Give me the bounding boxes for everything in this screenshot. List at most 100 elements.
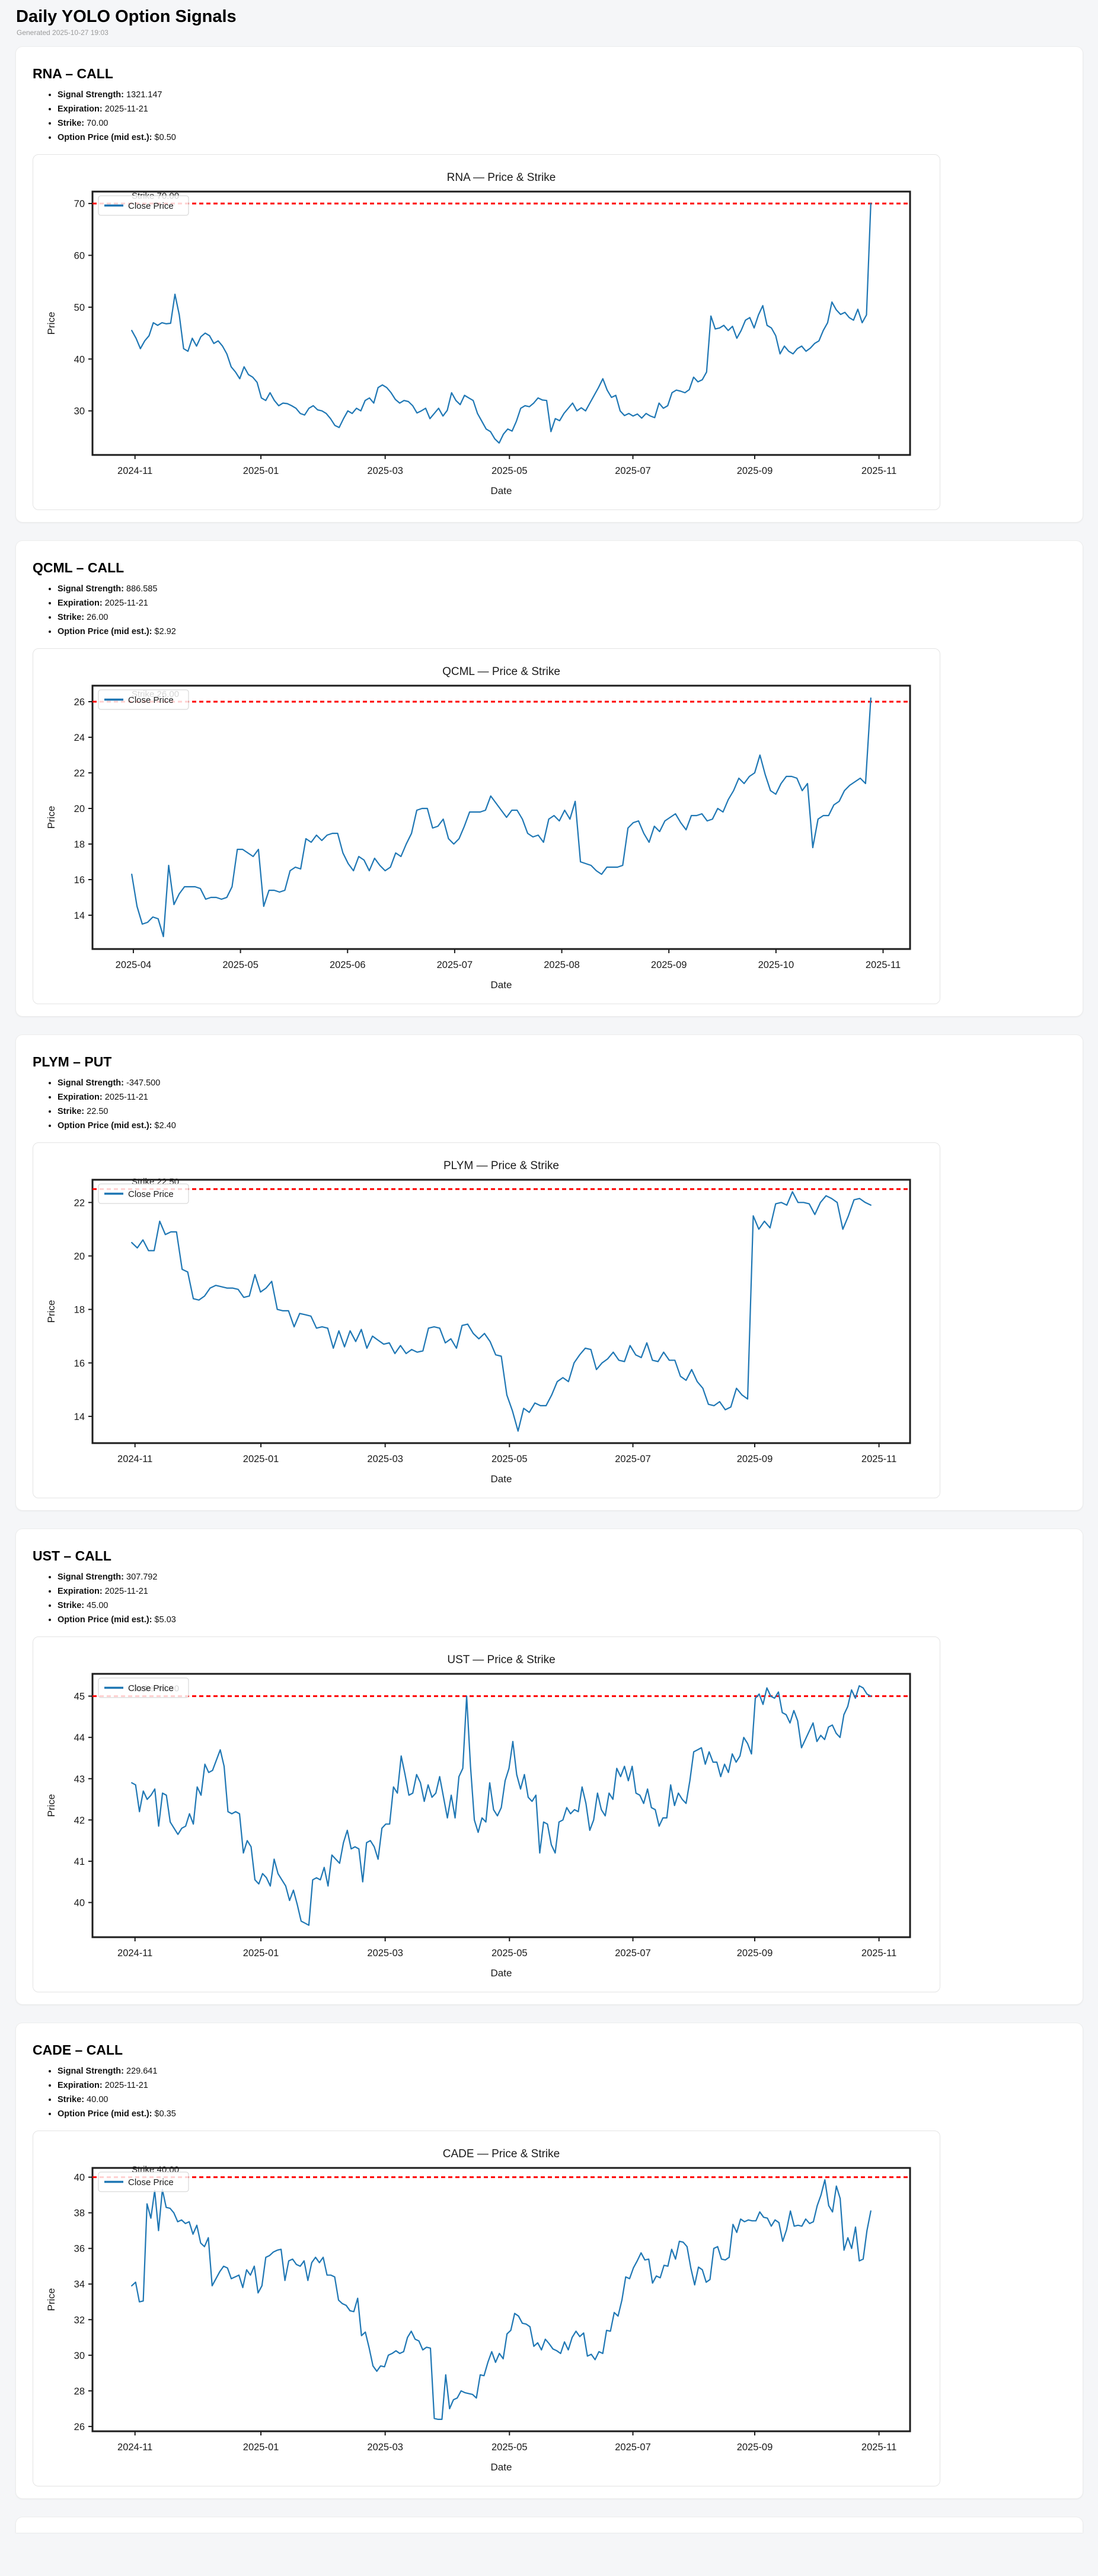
legend-box xyxy=(98,1677,189,1698)
plot-border xyxy=(91,190,911,456)
y-tick-label: 34 xyxy=(74,2279,85,2290)
y-axis-label: Price xyxy=(46,1300,57,1323)
signal-heading: RNA – CALL xyxy=(33,66,113,81)
fact-label-option-price: Option Price (mid est.): xyxy=(58,133,152,142)
page-title: Daily YOLO Option Signals xyxy=(16,7,237,26)
fact-label-signal-strength: Signal Strength: xyxy=(58,1078,124,1088)
fact-expiration: Expiration: 2025-11-21 xyxy=(58,104,1066,114)
fact-value-signal-strength: 1321.147 xyxy=(126,90,162,100)
fact-strike: Strike: 70.00 xyxy=(58,119,1066,128)
fact-option-price: Option Price (mid est.): $2.92 xyxy=(58,627,1066,636)
y-tick-label: 20 xyxy=(74,804,85,814)
y-axis-label: Price xyxy=(46,2288,57,2311)
legend: Close Price xyxy=(98,1183,189,1204)
x-tick-label: 2024-11 xyxy=(117,1454,152,1464)
x-tick-label: 2025-01 xyxy=(243,1948,279,1959)
fact-expiration: Expiration: 2025-11-21 xyxy=(58,1587,1066,1596)
fact-label-option-price: Option Price (mid est.): xyxy=(58,2109,152,2119)
fact-strike: Strike: 22.50 xyxy=(58,1107,1066,1116)
fact-value-strike: 70.00 xyxy=(87,119,108,128)
fact-value-signal-strength: 886.585 xyxy=(126,584,158,594)
y-tick-label: 44 xyxy=(74,1733,85,1743)
fact-label-expiration: Expiration: xyxy=(58,598,103,608)
y-tick-label: 42 xyxy=(74,1815,85,1826)
legend-label: Close Price xyxy=(128,201,174,211)
y-tick-label: 22 xyxy=(74,1198,85,1208)
fact-signal-strength: Signal Strength: 886.585 xyxy=(58,584,1066,594)
signal-card: PLYM – PUT Signal Strength: -347.500 Exp… xyxy=(15,1034,1083,1511)
y-tick-label: 70 xyxy=(74,199,85,209)
y-tick-label: 26 xyxy=(74,697,85,708)
x-tick-label: 2025-07 xyxy=(615,1454,651,1464)
signal-facts: Signal Strength: -347.500 Expiration: 20… xyxy=(33,1078,1066,1131)
x-tick-label: 2025-11 xyxy=(861,2442,896,2453)
fact-value-expiration: 2025-11-21 xyxy=(104,1587,148,1596)
signal-card: QCML – CALL Signal Strength: 886.585 Exp… xyxy=(15,540,1083,1017)
x-tick-label: 2024-11 xyxy=(117,2442,152,2453)
fact-value-option-price: $5.03 xyxy=(154,1615,176,1625)
fact-label-signal-strength: Signal Strength: xyxy=(58,1572,124,1582)
x-tick-label: 2025-09 xyxy=(651,960,687,970)
fact-strike: Strike: 26.00 xyxy=(58,613,1066,622)
fact-value-strike: 40.00 xyxy=(87,2095,108,2104)
x-tick-label: 2025-08 xyxy=(544,960,580,970)
fact-value-strike: 22.50 xyxy=(87,1107,108,1116)
legend: Close Price xyxy=(98,689,189,710)
price-strike-chart: 40 41 42 43 44 45 2024-11 2025-01 2025-03 2025-05… xyxy=(46,1654,911,1979)
y-tick-label: 28 xyxy=(74,2386,85,2397)
legend-label: Close Price xyxy=(128,1683,174,1693)
x-tick-label: 2025-10 xyxy=(758,960,794,970)
x-axis-label: Date xyxy=(491,485,512,496)
price-strike-chart: 30 40 50 60 70 2024-11 2025-01 2025-03 2025-05 20… xyxy=(46,171,911,496)
x-tick-label: 2025-03 xyxy=(367,1948,403,1959)
fact-label-expiration: Expiration: xyxy=(58,1587,103,1596)
x-tick-label: 2025-09 xyxy=(737,2442,773,2453)
fact-value-expiration: 2025-11-21 xyxy=(104,2081,148,2090)
signal-facts: Signal Strength: 229.641 Expiration: 202… xyxy=(33,2066,1066,2119)
fact-value-expiration: 2025-11-21 xyxy=(104,104,148,114)
fact-signal-strength: Signal Strength: 307.792 xyxy=(58,1572,1066,1582)
fact-label-expiration: Expiration: xyxy=(58,104,103,114)
fact-option-price: Option Price (mid est.): $0.50 xyxy=(58,133,1066,142)
plot-border xyxy=(91,1673,911,1938)
signal-heading: UST – CALL xyxy=(33,1548,111,1564)
fact-value-signal-strength: -347.500 xyxy=(126,1078,161,1088)
x-tick-label: 2025-09 xyxy=(737,466,773,476)
fact-label-expiration: Expiration: xyxy=(58,2081,103,2090)
legend-label: Close Price xyxy=(128,1189,174,1199)
signal-card-partial xyxy=(15,2517,1083,2533)
y-tick-label: 40 xyxy=(74,2173,85,2183)
fact-option-price: Option Price (mid est.): $2.40 xyxy=(58,1121,1066,1131)
fact-value-expiration: 2025-11-21 xyxy=(104,1093,148,1102)
x-tick-label: 2025-05 xyxy=(491,466,528,476)
x-tick-label: 2025-11 xyxy=(866,960,901,970)
y-tick-label: 43 xyxy=(74,1774,85,1785)
fact-option-price: Option Price (mid est.): $5.03 xyxy=(58,1615,1066,1625)
chart-title: RNA — Price & Strike xyxy=(447,171,556,184)
x-tick-label: 2025-04 xyxy=(116,960,152,970)
x-tick-label: 2025-11 xyxy=(861,1948,896,1959)
legend: Close Price xyxy=(98,2171,189,2192)
chart-title: UST — Price & Strike xyxy=(447,1654,555,1666)
signal-card: RNA – CALL Signal Strength: 1321.147 Exp… xyxy=(15,46,1083,523)
fact-label-strike: Strike: xyxy=(58,1601,85,1610)
x-tick-label: 2025-05 xyxy=(491,1454,528,1464)
y-tick-label: 38 xyxy=(74,2208,85,2219)
x-tick-label: 2025-07 xyxy=(615,2442,651,2453)
fact-label-signal-strength: Signal Strength: xyxy=(58,2066,124,2076)
fact-value-strike: 26.00 xyxy=(87,613,108,622)
fact-signal-strength: Signal Strength: 1321.147 xyxy=(58,90,1066,100)
signal-card: CADE – CALL Signal Strength: 229.641 Exp… xyxy=(15,2023,1083,2499)
y-tick-label: 22 xyxy=(74,768,85,779)
x-tick-label: 2025-09 xyxy=(737,1948,773,1959)
x-tick-label: 2025-05 xyxy=(491,1948,528,1959)
y-tick-label: 18 xyxy=(74,839,85,850)
legend-box xyxy=(98,195,189,216)
fact-value-option-price: $2.92 xyxy=(154,627,176,636)
x-tick-label: 2025-01 xyxy=(243,2442,279,2453)
fact-value-signal-strength: 229.641 xyxy=(126,2066,158,2076)
y-tick-label: 40 xyxy=(74,1898,85,1909)
plot-border xyxy=(91,2167,911,2432)
close-price-line xyxy=(131,1191,872,1432)
x-tick-label: 2024-11 xyxy=(117,1948,152,1959)
